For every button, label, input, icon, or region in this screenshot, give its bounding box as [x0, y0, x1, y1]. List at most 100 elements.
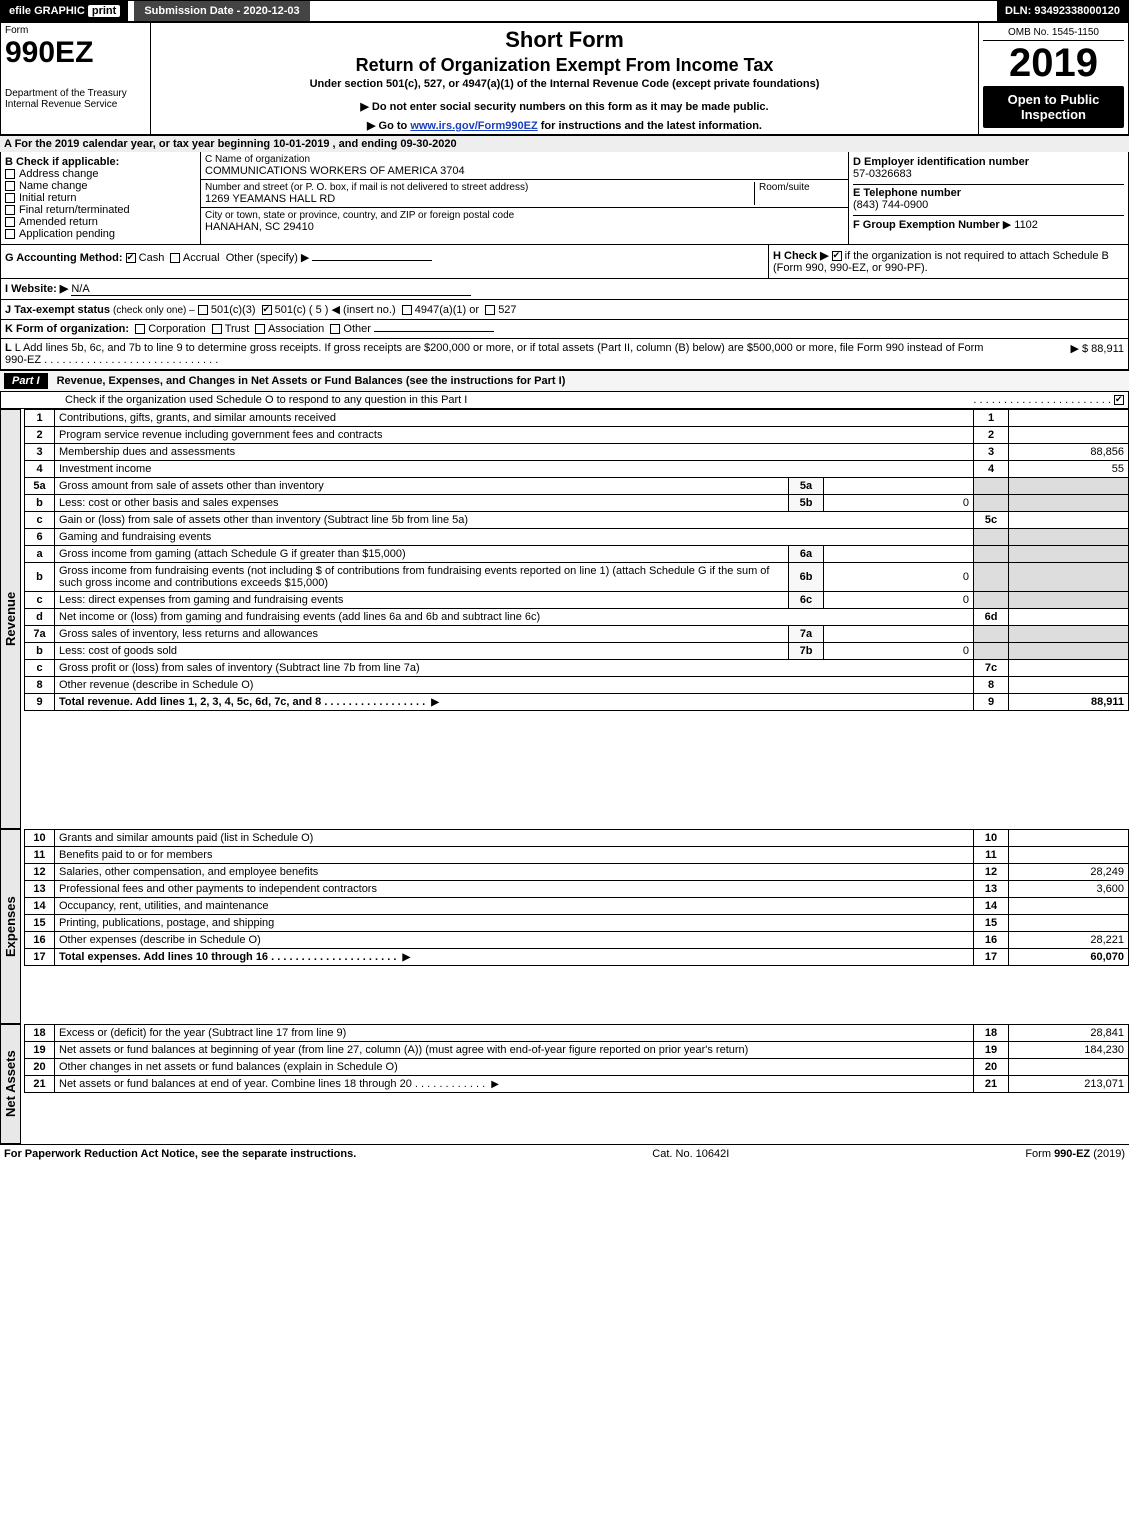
c-city-label: City or town, state or province, country…	[205, 210, 844, 221]
section-bcd: B Check if applicable: Address change Na…	[0, 152, 1129, 245]
expenses-block: Expenses 10Grants and similar amounts pa…	[0, 829, 1129, 1024]
line-5c: cGain or (loss) from sale of assets othe…	[25, 512, 1129, 529]
revenue-block: Revenue 1Contributions, gifts, grants, a…	[0, 409, 1129, 829]
box-b: B Check if applicable: Address change Na…	[1, 152, 201, 244]
netassets-table: 18Excess or (deficit) for the year (Subt…	[24, 1024, 1129, 1093]
line-1: 1Contributions, gifts, grants, and simil…	[25, 410, 1129, 427]
submission-date: Submission Date - 2020-12-03	[134, 1, 309, 21]
chk-pending[interactable]: Application pending	[5, 228, 196, 240]
netassets-vlabel: Net Assets	[0, 1024, 21, 1144]
chk-final[interactable]: Final return/terminated	[5, 204, 196, 216]
chk-initial[interactable]: Initial return	[5, 192, 196, 204]
line-16: 16Other expenses (describe in Schedule O…	[25, 932, 1129, 949]
row-k: K Form of organization: Corporation Trus…	[0, 320, 1129, 339]
c-name-label: C Name of organization	[205, 154, 844, 165]
line-5a: 5aGross amount from sale of assets other…	[25, 478, 1129, 495]
j-501c-check[interactable]	[262, 305, 272, 315]
line-2: 2Program service revenue including gover…	[25, 427, 1129, 444]
part1-header: Part I Revenue, Expenses, and Changes in…	[0, 370, 1129, 392]
j-sub: (check only one) –	[113, 305, 195, 316]
part1-title: Revenue, Expenses, and Changes in Net As…	[57, 375, 566, 387]
line-6c: cLess: direct expenses from gaming and f…	[25, 592, 1129, 609]
k-label: K Form of organization:	[5, 323, 129, 335]
goto-link-line: ▶ Go to www.irs.gov/Form990EZ for instru…	[155, 119, 974, 132]
j-o1: 501(c)(3)	[211, 304, 256, 316]
page-footer: For Paperwork Reduction Act Notice, see …	[0, 1144, 1129, 1163]
box-def: D Employer identification number 57-0326…	[848, 152, 1128, 244]
l-value: ▶ $ 88,911	[984, 342, 1124, 366]
dept-label: Department of the Treasury	[5, 88, 146, 99]
line-15: 15Printing, publications, postage, and s…	[25, 915, 1129, 932]
k-trust: Trust	[225, 323, 250, 335]
form-word: Form	[5, 25, 146, 36]
j-501c3-check[interactable]	[198, 305, 208, 315]
i-label: I Website: ▶	[5, 283, 68, 295]
arrow-icon	[488, 1078, 502, 1090]
netassets-block: Net Assets 18Excess or (deficit) for the…	[0, 1024, 1129, 1144]
open-to-public: Open to Public Inspection	[983, 86, 1124, 128]
title-short-form: Short Form	[155, 27, 974, 53]
expenses-vlabel: Expenses	[0, 829, 21, 1024]
j-label: J Tax-exempt status	[5, 304, 110, 316]
e-tel: (843) 744-0900	[853, 199, 1124, 211]
g-cash: Cash	[139, 252, 165, 264]
line-18: 18Excess or (deficit) for the year (Subt…	[25, 1025, 1129, 1042]
chk-amended[interactable]: Amended return	[5, 216, 196, 228]
box-b-label: B Check if applicable:	[5, 156, 196, 168]
k-other-check[interactable]	[330, 324, 340, 334]
line-5b: bLess: cost or other basis and sales exp…	[25, 495, 1129, 512]
f-group-label: F Group Exemption Number	[853, 219, 1000, 231]
line-7a: 7aGross sales of inventory, less returns…	[25, 626, 1129, 643]
chk-name[interactable]: Name change	[5, 180, 196, 192]
h-text2: (Form 990, 990-EZ, or 990-PF).	[773, 262, 928, 274]
h-label: H Check ▶	[773, 250, 829, 262]
j-527-check[interactable]	[485, 305, 495, 315]
subtitle: Under section 501(c), 527, or 4947(a)(1)…	[155, 78, 974, 90]
graphic-text: GRAPHIC	[34, 5, 85, 17]
row-j: J Tax-exempt status (check only one) – 5…	[0, 300, 1129, 320]
print-button[interactable]: print	[88, 5, 120, 17]
line-8: 8Other revenue (describe in Schedule O)8	[25, 677, 1129, 694]
k-assoc-check[interactable]	[255, 324, 265, 334]
arrow-icon	[399, 951, 413, 963]
dln-label: DLN: 93492338000120	[997, 1, 1128, 21]
tax-year: 2019	[983, 41, 1124, 86]
line-7b: bLess: cost of goods sold7b0	[25, 643, 1129, 660]
g-accrual-check[interactable]	[170, 253, 180, 263]
row-gh: G Accounting Method: Cash Accrual Other …	[0, 245, 1129, 279]
g-accrual: Accrual	[183, 252, 220, 264]
part1-check[interactable]	[1114, 395, 1124, 405]
part1-check-row: Check if the organization used Schedule …	[0, 392, 1129, 409]
ssn-warning: ▶ Do not enter social security numbers o…	[155, 100, 974, 113]
j-4947-check[interactable]	[402, 305, 412, 315]
f-group-val: ▶ 1102	[1003, 219, 1038, 231]
line-13: 13Professional fees and other payments t…	[25, 881, 1129, 898]
line-19: 19Net assets or fund balances at beginni…	[25, 1042, 1129, 1059]
line-6b: bGross income from fundraising events (n…	[25, 563, 1129, 592]
line-4: 4Investment income455	[25, 461, 1129, 478]
goto-prefix: ▶ Go to	[367, 120, 410, 132]
irs-link[interactable]: www.irs.gov/Form990EZ	[410, 120, 537, 132]
revenue-table: 1Contributions, gifts, grants, and simil…	[24, 409, 1129, 711]
expenses-table: 10Grants and similar amounts paid (list …	[24, 829, 1129, 966]
k-trust-check[interactable]	[212, 324, 222, 334]
c-street: 1269 YEAMANS HALL RD	[205, 193, 754, 205]
g-other-blank[interactable]	[312, 260, 432, 261]
line-10: 10Grants and similar amounts paid (list …	[25, 830, 1129, 847]
line-9: 9Total revenue. Add lines 1, 2, 3, 4, 5c…	[25, 694, 1129, 711]
goto-suffix: for instructions and the latest informat…	[541, 120, 762, 132]
line-20: 20Other changes in net assets or fund ba…	[25, 1059, 1129, 1076]
k-other: Other	[343, 323, 371, 335]
k-other-blank[interactable]	[374, 331, 494, 332]
k-corp-check[interactable]	[135, 324, 145, 334]
line-11: 11Benefits paid to or for members11	[25, 847, 1129, 864]
line-3: 3Membership dues and assessments388,856	[25, 444, 1129, 461]
g-cash-check[interactable]	[126, 253, 136, 263]
h-check[interactable]	[832, 251, 842, 261]
line-7c: cGross profit or (loss) from sales of in…	[25, 660, 1129, 677]
form-right-cell: OMB No. 1545-1150 2019 Open to Public In…	[979, 23, 1129, 135]
efile-badge: efile GRAPHIC print	[1, 1, 128, 21]
header-table: Form 990EZ Department of the Treasury In…	[0, 22, 1129, 135]
chk-address[interactable]: Address change	[5, 168, 196, 180]
d-ein-label: D Employer identification number	[853, 156, 1124, 168]
